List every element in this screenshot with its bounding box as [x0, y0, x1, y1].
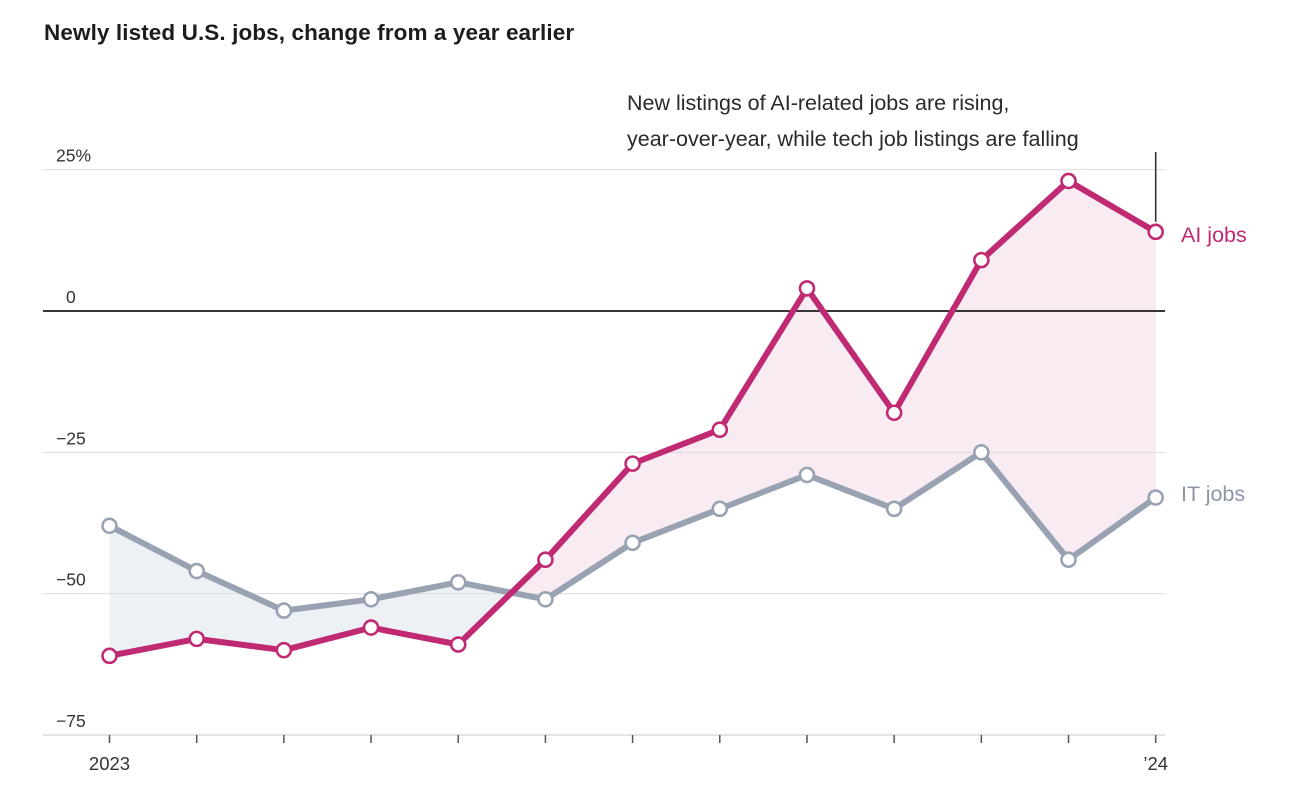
ai-jobs-series-label: AI jobs	[1181, 223, 1247, 247]
it-jobs-point	[101, 517, 118, 535]
ai-jobs-point	[798, 280, 816, 297]
y-axis-tick-label: −25	[56, 428, 86, 448]
x-axis-label: 2023	[89, 753, 130, 774]
y-axis-tick-label: −50	[56, 570, 86, 590]
ai-jobs-point	[275, 641, 293, 659]
annotation-line-2: year-over-year, while tech job listings …	[627, 127, 1079, 151]
ai-jobs-point	[1060, 172, 1077, 190]
it-jobs-series-label: IT jobs	[1181, 482, 1246, 506]
it-jobs-point	[1147, 489, 1164, 506]
ai-jobs-point	[885, 404, 903, 422]
it-jobs-point	[362, 591, 380, 608]
it-jobs-point	[449, 574, 467, 591]
ai-jobs-point	[973, 251, 990, 269]
it-jobs-point	[537, 591, 554, 608]
it-jobs-point	[1060, 551, 1077, 569]
chart-title: Newly listed U.S. jobs, change from a ye…	[44, 20, 575, 45]
ai-jobs-point	[101, 647, 118, 665]
ai-above-it-fill-area	[511, 181, 1156, 600]
ai-jobs-point	[1147, 223, 1164, 241]
ai-jobs-point	[537, 551, 554, 569]
ai-jobs-point	[449, 636, 467, 653]
y-axis-tick-label: 0	[66, 287, 76, 307]
ai-jobs-point	[188, 630, 205, 648]
chart-annotation: New listings of AI-related jobs are risi…	[627, 85, 1079, 157]
it-jobs-point	[275, 602, 293, 619]
it-jobs-point	[624, 534, 641, 552]
annotation-line-1: New listings of AI-related jobs are risi…	[627, 91, 1010, 115]
ai-jobs-point	[624, 455, 641, 472]
y-axis-tick-label: 25%	[56, 146, 91, 166]
ai-jobs-point	[362, 619, 380, 636]
it-above-ai-fill-area	[109, 525, 512, 656]
it-jobs-point	[885, 500, 903, 518]
ai-jobs-point	[711, 421, 729, 439]
it-jobs-point	[798, 466, 816, 484]
y-axis-tick-label: −75	[56, 711, 86, 731]
it-jobs-point	[188, 562, 205, 580]
it-jobs-point	[973, 444, 990, 461]
it-jobs-point	[711, 500, 729, 518]
x-axis-label: ’24	[1143, 753, 1168, 774]
